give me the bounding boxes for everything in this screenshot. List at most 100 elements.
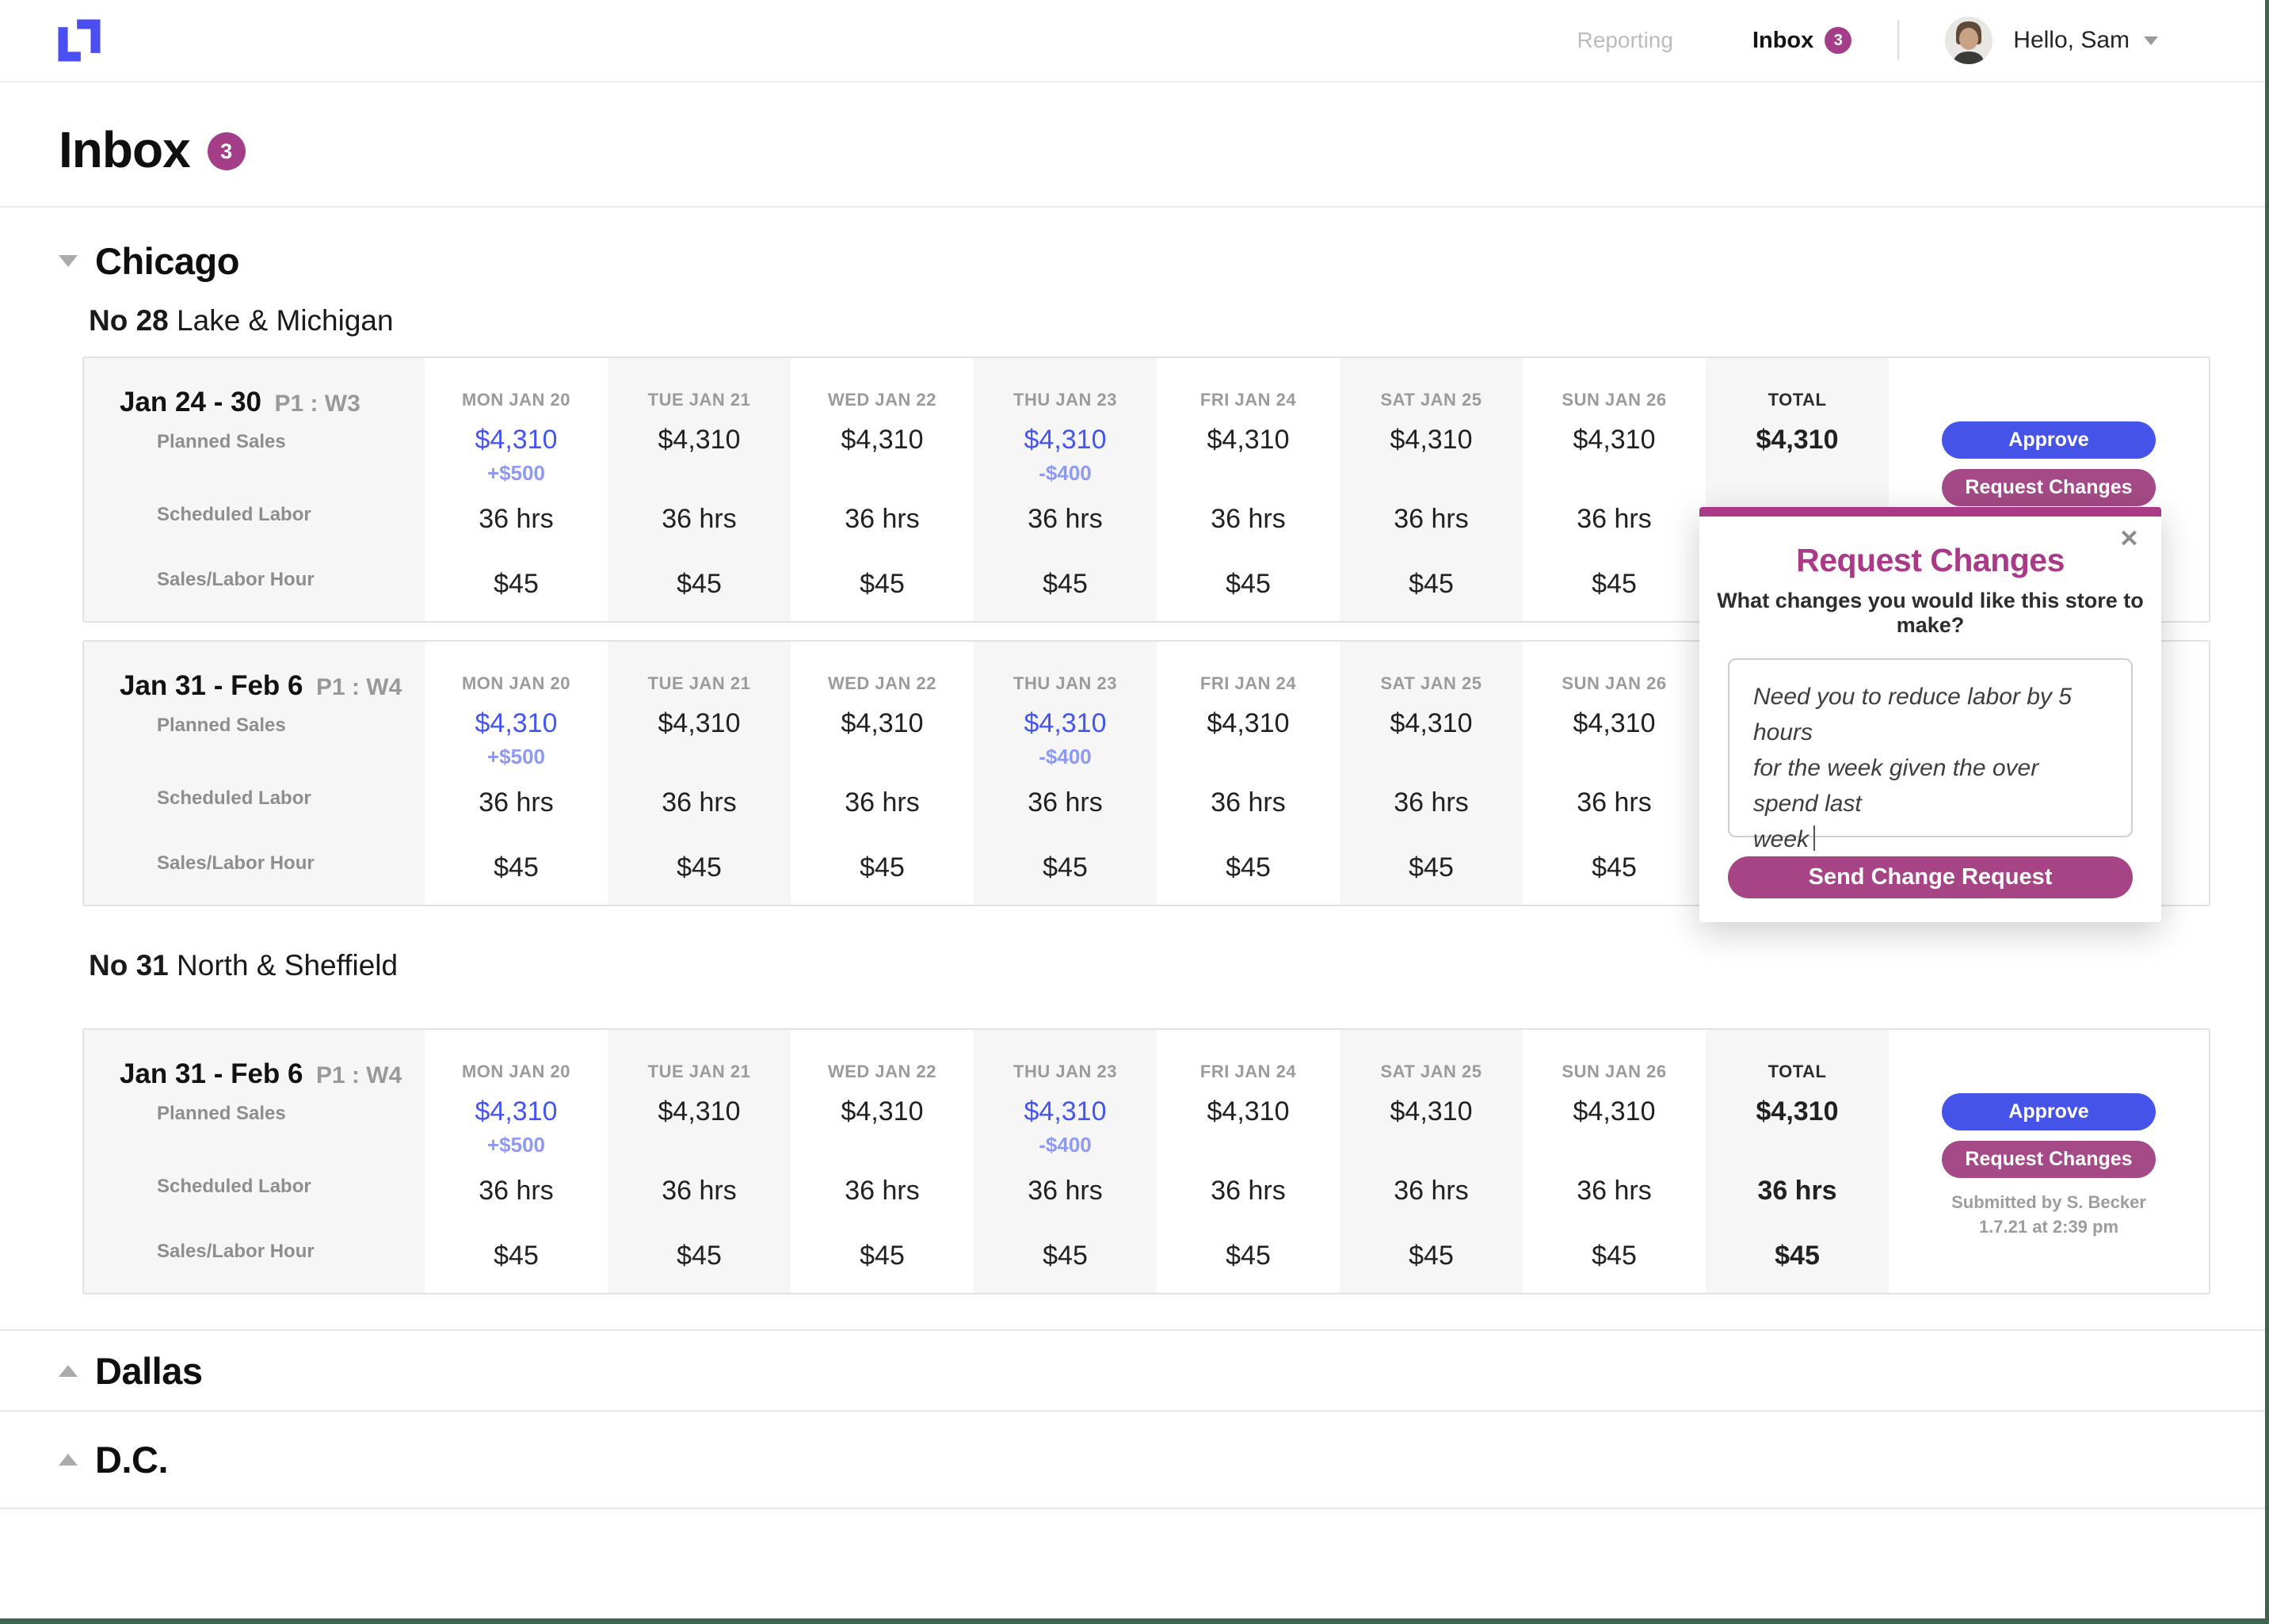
nav-item-inbox[interactable]: Inbox 3 bbox=[1752, 27, 1852, 54]
planned-sales-value: $4,310 bbox=[475, 425, 558, 455]
submitted-note: Submitted by S. Becker 1.7.21 at 2:39 pm bbox=[1889, 1191, 2209, 1240]
week-period: P1 : W4 bbox=[315, 1062, 402, 1088]
day-column-wed: WED JAN 22 $4,310 36 hrs $45 bbox=[791, 1030, 974, 1293]
row-label-sales-labor-hour: Sales/Labor Hour bbox=[157, 1241, 315, 1262]
day-column-tue: TUE JAN 21 $4,310 36 hrs $45 bbox=[608, 1030, 791, 1293]
row-label-scheduled-labor: Scheduled Labor bbox=[157, 1176, 311, 1197]
day-column-fri: FRI JAN 24 $4,310 36 hrs $45 bbox=[1157, 1030, 1340, 1293]
scheduled-labor-value: 36 hrs bbox=[845, 504, 920, 534]
planned-sales-delta: +$500 bbox=[486, 1133, 546, 1157]
actions-column: Approve Request Changes Submitted by S. … bbox=[1889, 1030, 2209, 1293]
planned-sales-value: $4,310 bbox=[841, 1096, 924, 1127]
scheduled-labor-value: 36 hrs bbox=[479, 787, 554, 818]
sales-labor-hour-total: $45 bbox=[1775, 1241, 1820, 1271]
planned-sales-value: $4,310 bbox=[1207, 425, 1290, 455]
sales-labor-hour-value: $45 bbox=[1409, 852, 1454, 883]
day-header: TUE JAN 21 bbox=[647, 1062, 751, 1081]
scheduled-labor-value: 36 hrs bbox=[662, 504, 737, 534]
sales-labor-hour-value: $45 bbox=[1226, 852, 1271, 883]
sales-labor-hour-value: $45 bbox=[1043, 1241, 1088, 1271]
section-dc[interactable]: D.C. bbox=[0, 1410, 2269, 1509]
section-chicago[interactable]: Chicago bbox=[59, 239, 2210, 282]
inbox-count-badge: 3 bbox=[1825, 27, 1852, 54]
scheduled-labor-value: 36 hrs bbox=[662, 787, 737, 818]
label-column: Jan 31 - Feb 6 P1 : W4 Planned Sales Sch… bbox=[84, 1030, 425, 1293]
planned-sales-total: $4,310 bbox=[1756, 1096, 1839, 1127]
approve-button[interactable]: Approve bbox=[1942, 421, 2156, 459]
row-label-sales-labor-hour: Sales/Labor Hour bbox=[157, 852, 315, 874]
day-column-thu: THU JAN 23 $4,310 -$400 36 hrs $45 bbox=[974, 358, 1157, 621]
collapsed-sections: Dallas D.C. bbox=[0, 1329, 2269, 1509]
section-dallas[interactable]: Dallas bbox=[0, 1329, 2269, 1410]
scheduled-labor-value: 36 hrs bbox=[1394, 504, 1469, 534]
text-cursor bbox=[1813, 825, 1816, 851]
day-column-sun: SUN JAN 26 $4,310 36 hrs $45 bbox=[1523, 358, 1706, 621]
nav-divider bbox=[1897, 21, 1900, 60]
planned-sales-value: $4,310 bbox=[1573, 425, 1656, 455]
nav-item-reporting[interactable]: Reporting bbox=[1577, 28, 1673, 52]
planned-sales-value: $4,310 bbox=[1573, 1096, 1656, 1127]
scheduled-labor-value: 36 hrs bbox=[1394, 787, 1469, 818]
label-column: Jan 31 - Feb 6 P1 : W4 Planned Sales Sch… bbox=[84, 642, 425, 905]
scheduled-labor-value: 36 hrs bbox=[1577, 504, 1652, 534]
row-label-planned-sales: Planned Sales bbox=[157, 431, 286, 452]
planned-sales-value: $4,310 bbox=[1024, 425, 1107, 455]
planned-sales-value: $4,310 bbox=[475, 708, 558, 738]
request-changes-button[interactable]: Request Changes bbox=[1942, 469, 2156, 506]
planned-sales-value: $4,310 bbox=[1390, 1096, 1473, 1127]
submitted-at: 1.7.21 at 2:39 pm bbox=[1978, 1216, 2119, 1237]
planned-sales-value: $4,310 bbox=[841, 425, 924, 455]
user-greeting[interactable]: Hello, Sam bbox=[2013, 27, 2130, 53]
day-column-wed: WED JAN 22 $4,310 36 hrs $45 bbox=[791, 642, 974, 905]
day-column-fri: FRI JAN 24 $4,310 36 hrs $45 bbox=[1157, 642, 1340, 905]
scheduled-labor-value: 36 hrs bbox=[479, 1176, 554, 1206]
day-column-sat: SAT JAN 25 $4,310 36 hrs $45 bbox=[1340, 358, 1523, 621]
sales-labor-hour-value: $45 bbox=[677, 852, 722, 883]
day-header: SUN JAN 26 bbox=[1562, 673, 1667, 693]
planned-sales-delta: -$400 bbox=[1039, 1133, 1092, 1157]
expand-triangle-icon[interactable] bbox=[59, 1454, 78, 1466]
city-name: Dallas bbox=[95, 1349, 203, 1392]
day-header: FRI JAN 24 bbox=[1199, 673, 1297, 693]
window-edge-right bbox=[2265, 0, 2269, 1624]
day-column-sun: SUN JAN 26 $4,310 36 hrs $45 bbox=[1523, 1030, 1706, 1293]
planned-sales-value: $4,310 bbox=[1573, 708, 1656, 738]
request-changes-button[interactable]: Request Changes bbox=[1942, 1141, 2156, 1178]
modal-title: Request Changes bbox=[1796, 542, 2065, 578]
approve-button[interactable]: Approve bbox=[1942, 1093, 2156, 1130]
planned-sales-delta: +$500 bbox=[486, 461, 546, 485]
day-header: WED JAN 22 bbox=[827, 673, 937, 693]
scheduled-labor-value: 36 hrs bbox=[479, 504, 554, 534]
scheduled-labor-value: 36 hrs bbox=[1577, 1176, 1652, 1206]
city-name: Chicago bbox=[95, 239, 239, 282]
day-header: THU JAN 23 bbox=[1013, 390, 1117, 410]
day-header: SAT JAN 25 bbox=[1380, 673, 1482, 693]
day-header: FRI JAN 24 bbox=[1199, 1062, 1297, 1081]
planned-sales-value: $4,310 bbox=[841, 708, 924, 738]
planned-sales-value: $4,310 bbox=[1024, 708, 1107, 738]
chevron-down-icon[interactable] bbox=[2144, 36, 2158, 45]
close-icon[interactable]: ✕ bbox=[2118, 526, 2139, 552]
scheduled-labor-value: 36 hrs bbox=[1211, 787, 1286, 818]
avatar[interactable] bbox=[1945, 17, 1993, 64]
page-title: Inbox bbox=[59, 121, 191, 178]
day-column-mon: MON JAN 20 $4,310 +$500 36 hrs $45 bbox=[425, 1030, 608, 1293]
day-column-thu: THU JAN 23 $4,310 -$400 36 hrs $45 bbox=[974, 642, 1157, 905]
collapse-triangle-icon[interactable] bbox=[59, 254, 78, 267]
change-request-textarea[interactable]: Need you to reduce labor by 5 hours for … bbox=[1728, 658, 2133, 852]
expand-triangle-icon[interactable] bbox=[59, 1364, 78, 1377]
total-header: TOTAL bbox=[1768, 1062, 1827, 1081]
app-logo-icon[interactable] bbox=[57, 19, 101, 62]
sales-labor-hour-value: $45 bbox=[860, 1241, 905, 1271]
window-edge-bottom bbox=[0, 1618, 2269, 1624]
send-change-request-button[interactable]: Send Change Request bbox=[1728, 856, 2133, 898]
sales-labor-hour-value: $45 bbox=[1592, 852, 1637, 883]
day-column-mon: MON JAN 20 $4,310 +$500 36 hrs $45 bbox=[425, 358, 608, 621]
planned-sales-value: $4,310 bbox=[658, 708, 741, 738]
sales-labor-hour-value: $45 bbox=[1592, 569, 1637, 599]
sales-labor-hour-value: $45 bbox=[1043, 569, 1088, 599]
day-header: THU JAN 23 bbox=[1013, 673, 1117, 693]
scheduled-labor-value: 36 hrs bbox=[1028, 504, 1103, 534]
day-column-sat: SAT JAN 25 $4,310 36 hrs $45 bbox=[1340, 642, 1523, 905]
modal-accent-bar bbox=[1699, 507, 2161, 517]
